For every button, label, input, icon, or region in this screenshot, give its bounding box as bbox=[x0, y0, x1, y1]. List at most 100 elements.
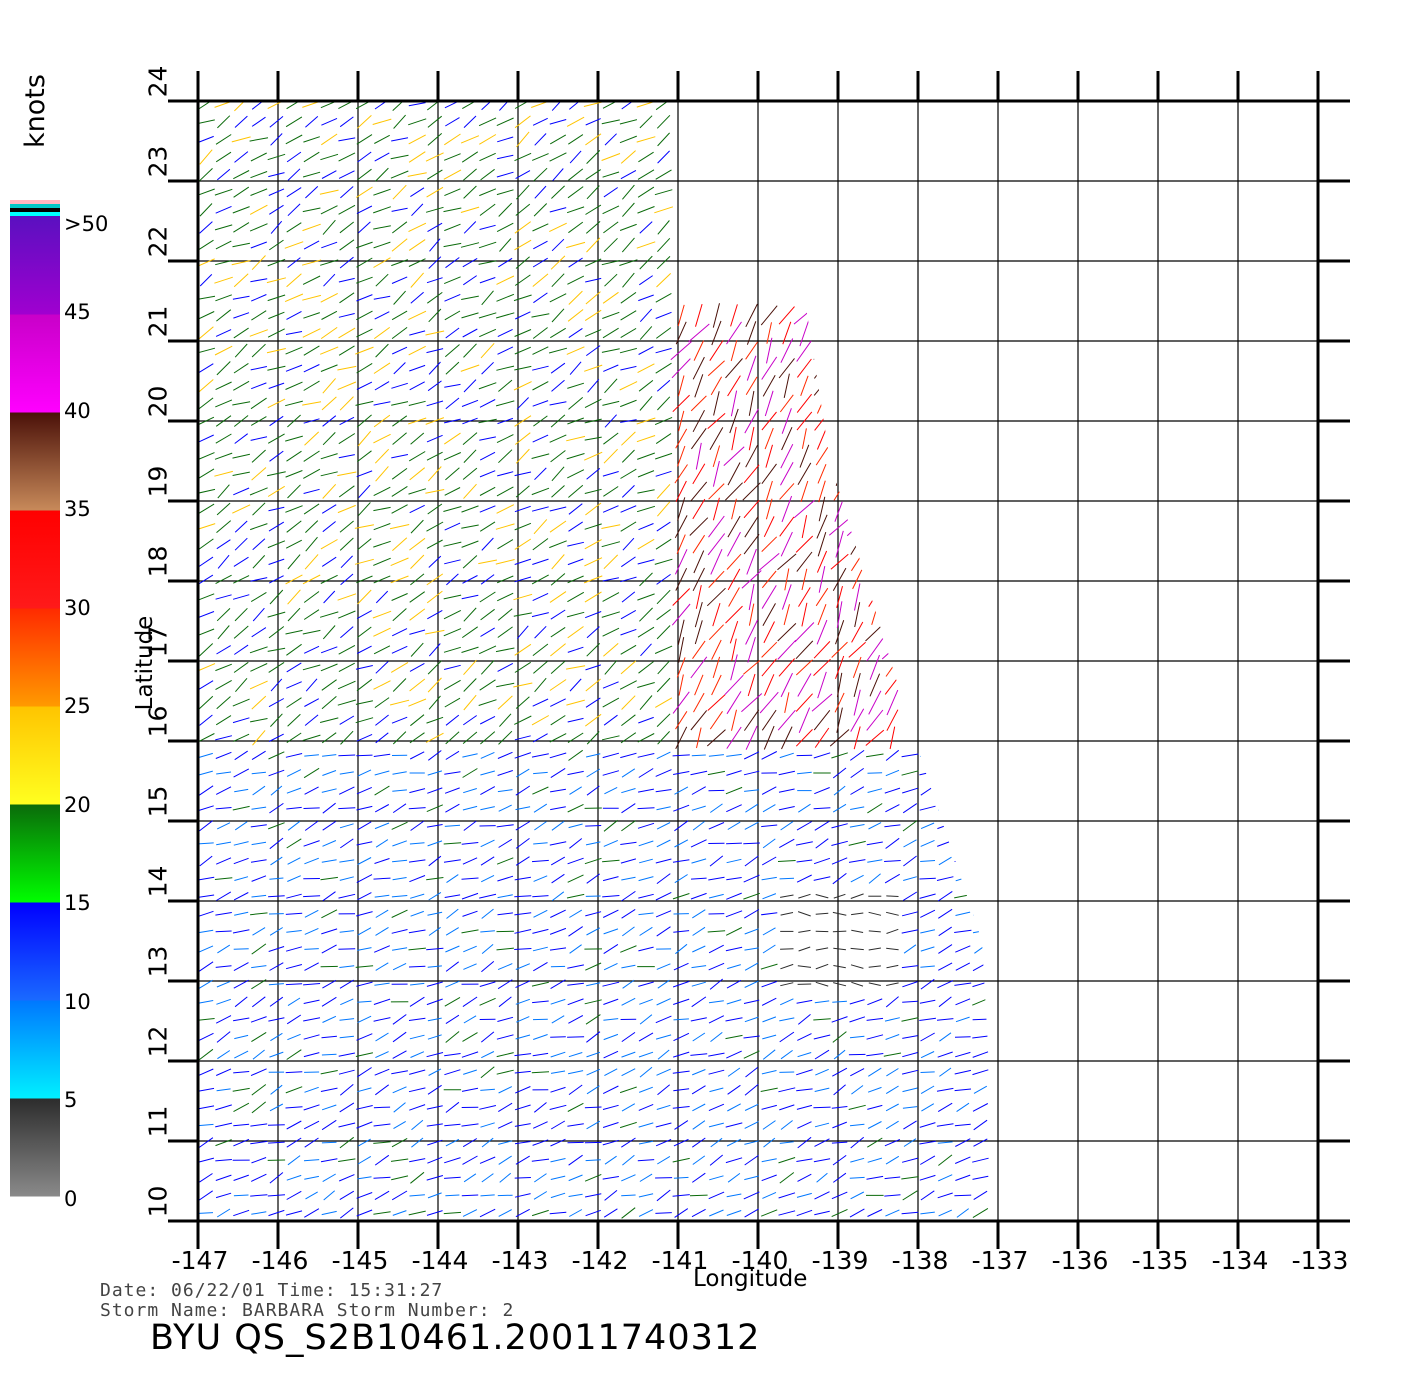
wind-vector bbox=[834, 357, 846, 379]
wind-vector bbox=[461, 929, 479, 934]
wind-vector bbox=[550, 362, 566, 374]
wind-vector bbox=[902, 803, 918, 814]
wind-vector bbox=[867, 998, 883, 1006]
wind-vector bbox=[748, 583, 755, 611]
wind-vector bbox=[497, 1121, 513, 1129]
wind-vector bbox=[497, 770, 513, 776]
wind-vector bbox=[586, 626, 600, 639]
wind-vector bbox=[567, 717, 584, 723]
wind-vector bbox=[550, 414, 566, 428]
wind-vector bbox=[373, 401, 391, 406]
wind-vector bbox=[796, 1069, 813, 1076]
wind-vector bbox=[586, 731, 600, 745]
wind-vector bbox=[604, 273, 618, 287]
wind-vector bbox=[478, 645, 497, 655]
wind-vector bbox=[712, 497, 720, 521]
wind-vector bbox=[621, 820, 636, 832]
wind-vector bbox=[338, 662, 355, 673]
wind-vector bbox=[321, 996, 337, 1007]
wind-vector bbox=[356, 134, 373, 145]
wind-vector bbox=[849, 1035, 865, 1039]
wind-vector bbox=[567, 275, 585, 285]
wind-vector bbox=[215, 1159, 232, 1162]
wind-vector bbox=[410, 554, 425, 569]
wind-vector bbox=[233, 733, 250, 742]
wind-vector bbox=[639, 308, 653, 323]
wind-vector bbox=[285, 1086, 303, 1094]
wind-vector bbox=[868, 930, 881, 933]
wind-vector bbox=[815, 912, 829, 915]
wind-vector bbox=[584, 1106, 602, 1109]
wind-vector bbox=[411, 1119, 424, 1131]
wind-vector bbox=[885, 550, 899, 574]
wind-vector bbox=[815, 447, 829, 466]
wind-vector bbox=[393, 290, 406, 305]
wind-vector bbox=[549, 520, 567, 533]
wind-vector bbox=[672, 588, 691, 606]
wind-vector bbox=[514, 538, 532, 550]
wind-vector bbox=[515, 806, 531, 811]
wind-vector bbox=[550, 1192, 566, 1199]
wind-vector bbox=[603, 714, 618, 726]
wind-vector bbox=[673, 1176, 689, 1179]
wind-vector bbox=[657, 979, 670, 989]
wind-vector bbox=[321, 944, 337, 954]
wind-vector bbox=[871, 604, 879, 625]
wind-vector bbox=[250, 1140, 268, 1145]
wind-vector bbox=[320, 876, 338, 881]
wind-vector bbox=[252, 607, 265, 622]
wind-vector bbox=[356, 1067, 372, 1078]
wind-vector bbox=[427, 222, 443, 233]
wind-vector bbox=[637, 186, 655, 198]
wind-vector bbox=[285, 574, 303, 585]
wind-vector bbox=[320, 205, 338, 215]
wind-vector bbox=[813, 807, 831, 810]
wind-vector bbox=[743, 892, 760, 900]
wind-vector bbox=[234, 821, 248, 831]
wind-vector bbox=[818, 565, 826, 593]
wind-vector bbox=[938, 786, 952, 795]
wind-vector bbox=[287, 589, 301, 605]
wind-vector bbox=[919, 753, 936, 757]
wind-vector bbox=[515, 448, 530, 464]
wind-vector bbox=[337, 471, 357, 477]
wind-vector bbox=[781, 408, 792, 434]
wind-vector bbox=[372, 610, 392, 619]
wind-vector bbox=[250, 1068, 267, 1077]
wind-vector bbox=[498, 257, 513, 268]
wind-vector bbox=[199, 203, 213, 217]
date-time-line: Date: 06/22/01 Time: 15:31:27 bbox=[100, 1280, 444, 1301]
wind-vector bbox=[251, 806, 267, 810]
wind-vector bbox=[478, 559, 497, 565]
wind-vector bbox=[249, 204, 268, 215]
wind-vector bbox=[567, 591, 585, 603]
wind-vector bbox=[726, 979, 742, 989]
wind-vector bbox=[850, 342, 865, 359]
wind-vector bbox=[601, 153, 621, 161]
wind-vector bbox=[321, 1210, 337, 1216]
wind-vector bbox=[446, 908, 459, 919]
wind-vector bbox=[408, 151, 426, 163]
wind-vector bbox=[495, 523, 515, 530]
wind-vector bbox=[867, 429, 883, 448]
wind-vector bbox=[445, 731, 460, 745]
wind-vector bbox=[726, 842, 742, 845]
legend-tick-label: 35 bbox=[64, 497, 91, 521]
wind-vector bbox=[532, 733, 548, 743]
wind-vector bbox=[938, 856, 952, 866]
wind-vector bbox=[869, 532, 881, 557]
wind-vector bbox=[692, 356, 705, 380]
wind-vector bbox=[585, 664, 602, 671]
wind-vector bbox=[357, 947, 372, 951]
wind-vector bbox=[251, 1084, 267, 1096]
wind-vector bbox=[408, 102, 426, 107]
wind-vector bbox=[357, 115, 372, 129]
wind-vector bbox=[708, 1122, 724, 1128]
wind-vector bbox=[761, 1174, 777, 1182]
wind-vector bbox=[285, 470, 303, 478]
wind-vector bbox=[568, 1193, 583, 1197]
wind-vector bbox=[761, 411, 777, 431]
wind-vector bbox=[603, 432, 619, 445]
wind-vector bbox=[778, 788, 795, 793]
wind-vector bbox=[638, 1193, 654, 1198]
